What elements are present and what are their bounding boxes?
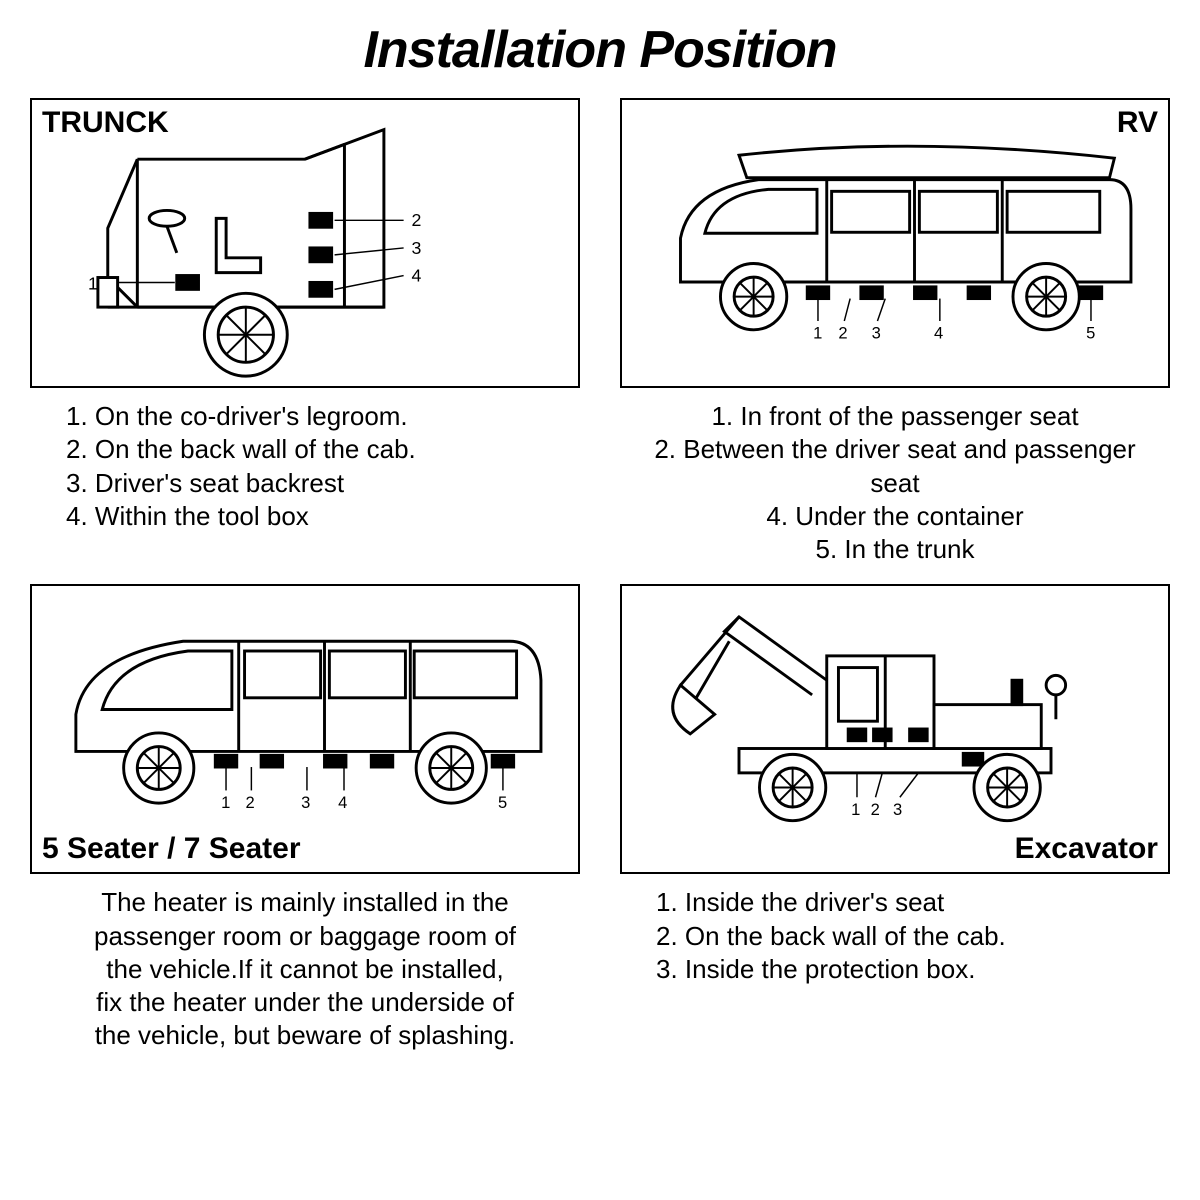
rv-diagram: 1 2 3 4 5 [622,100,1168,386]
figure-seater: 5 Seater / 7 Seater [30,584,580,874]
svg-text:4: 4 [934,324,943,343]
svg-text:2: 2 [871,800,880,819]
svg-text:1: 1 [851,800,860,819]
svg-text:1: 1 [221,793,230,812]
svg-text:1: 1 [813,324,822,343]
label-excavator: Excavator [1015,832,1158,866]
svg-text:4: 4 [338,793,347,812]
svg-text:3: 3 [301,793,310,812]
marker-1: 1 [88,273,98,293]
svg-text:3: 3 [872,324,881,343]
seater-diagram: 1 2 3 4 5 [32,586,578,872]
svg-text:5: 5 [498,793,507,812]
figure-rv: RV [620,98,1170,388]
page-title: Installation Position [30,20,1170,80]
desc-seater: The heater is mainly installed in the pa… [30,874,580,1060]
desc-rv: 1. In front of the passenger seat 2. Bet… [620,388,1170,574]
label-truck: TRUNCK [42,106,169,140]
desc-truck: 1. On the co-driver's legroom. 2. On the… [30,388,580,541]
label-seater: 5 Seater / 7 Seater [42,832,301,866]
label-rv: RV [1117,106,1158,140]
panel-rv: RV [620,98,1170,574]
svg-text:2: 2 [246,793,255,812]
marker-3: 3 [412,238,422,258]
desc-excavator: 1. Inside the driver's seat 2. On the ba… [620,874,1170,994]
svg-text:3: 3 [893,800,902,819]
svg-text:5: 5 [1086,324,1095,343]
panel-grid: TRUNCK [30,98,1170,1061]
panel-seater: 5 Seater / 7 Seater [30,584,580,1060]
svg-text:2: 2 [838,324,847,343]
marker-4: 4 [412,265,422,285]
truck-diagram: 1 2 3 4 [32,100,578,386]
panel-truck: TRUNCK [30,98,580,574]
excavator-diagram: 1 2 3 [622,586,1168,872]
panel-excavator: Excavator [620,584,1170,1060]
marker-2: 2 [412,210,422,230]
figure-truck: TRUNCK [30,98,580,388]
figure-excavator: Excavator [620,584,1170,874]
